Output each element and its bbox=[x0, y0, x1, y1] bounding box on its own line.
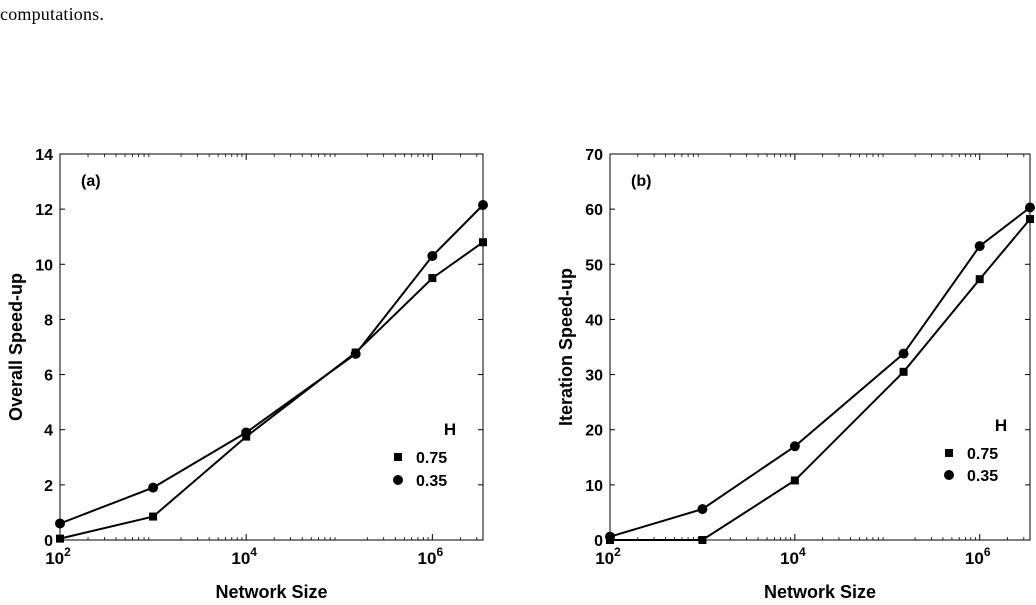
chart-a-legend-marker-square bbox=[394, 453, 402, 461]
chart-b-marker-circle bbox=[605, 531, 615, 542]
chart-a-marker-circle bbox=[148, 482, 159, 493]
chart-b-marker-square bbox=[899, 367, 908, 376]
chart-a-y-tick-label: 8 bbox=[44, 312, 53, 329]
chart-a-y-tick-label: 12 bbox=[35, 202, 53, 219]
chart-b-y-tick-label: 50 bbox=[585, 257, 603, 274]
chart-a-y-tick-label: 10 bbox=[35, 257, 53, 274]
chart-b-y-tick-label: 20 bbox=[585, 423, 603, 440]
chart-b-x-axis-label: Network Size bbox=[764, 582, 876, 602]
chart-a-y-tick-label: 2 bbox=[44, 478, 53, 495]
chart-b-panel-label: (b) bbox=[631, 173, 651, 190]
chart-a-marker-circle bbox=[55, 518, 65, 529]
chart-b-marker-circle bbox=[974, 241, 985, 252]
chart-b-legend-marker-square bbox=[945, 449, 953, 457]
chart-a-marker-circle bbox=[478, 200, 488, 211]
chart-a-legend-title: H bbox=[444, 420, 456, 439]
chart-a-marker-circle bbox=[350, 348, 361, 359]
chart-a-y-tick-label: 4 bbox=[44, 423, 53, 440]
chart-a-marker-circle bbox=[427, 251, 438, 262]
chart-b-y-axis-label: Iteration Speed-up bbox=[556, 268, 576, 426]
chart-b-marker-square bbox=[1026, 215, 1034, 224]
chart-a-marker-square bbox=[479, 238, 487, 247]
chart-b-x-tick-label: 102 bbox=[595, 545, 621, 568]
chart-b-y-tick-label: 60 bbox=[585, 202, 603, 219]
chart-a-series-line-0.35 bbox=[59, 204, 484, 525]
chart-b-plot-frame bbox=[609, 153, 1031, 541]
chart-a-x-axis-label: Network Size bbox=[215, 582, 327, 602]
chart-b-y-tick-label: 30 bbox=[585, 368, 603, 385]
chart-b-y-tick-label: 0 bbox=[594, 533, 603, 550]
chart-b-y-tick-label: 70 bbox=[585, 147, 603, 164]
chart-b-series-line-0.35 bbox=[609, 206, 1031, 538]
chart-panel-a: 0 2 4 6 8 10 12 14 102 104 106 Network Size Overall … bbox=[6, 147, 488, 602]
page-top-text: computations. bbox=[0, 4, 105, 24]
chart-b-legend-marker-circle bbox=[944, 470, 954, 480]
chart-b-marker-circle bbox=[1025, 202, 1035, 213]
chart-a-marker-square bbox=[428, 274, 437, 283]
chart-a-legend-label: 0.35 bbox=[416, 473, 447, 490]
chart-a-series-line-0.75 bbox=[59, 241, 484, 540]
chart-b-marker-square bbox=[698, 536, 707, 544]
chart-a-y-axis-label: Overall Speed-up bbox=[6, 273, 26, 421]
chart-b-y-tick-label: 10 bbox=[585, 478, 603, 495]
chart-a-legend-marker-circle bbox=[393, 475, 403, 485]
chart-a-legend-label: 0.75 bbox=[416, 450, 447, 467]
chart-a-plot-frame bbox=[59, 153, 484, 541]
chart-b-legend-label: 0.35 bbox=[967, 468, 998, 485]
chart-b-legend-title: H bbox=[995, 416, 1007, 435]
chart-b-y-tick-label: 40 bbox=[585, 312, 603, 329]
chart-a-y-tick-label: 6 bbox=[44, 368, 53, 385]
chart-b-legend-label: 0.75 bbox=[967, 446, 998, 463]
chart-b-x-tick-label: 106 bbox=[965, 545, 991, 568]
chart-a-marker-circle bbox=[241, 427, 252, 438]
chart-b-marker-circle bbox=[898, 348, 909, 359]
chart-b-marker-square bbox=[790, 476, 799, 485]
chart-b-marker-square bbox=[975, 275, 984, 284]
chart-a-x-tick-label: 106 bbox=[418, 545, 444, 568]
chart-a-x-tick-label: 102 bbox=[45, 545, 71, 568]
chart-a-marker-square bbox=[149, 512, 158, 521]
chart-b-marker-circle bbox=[789, 441, 800, 452]
chart-panel-b: 0 10 20 30 40 50 60 70 102 104 106 Network Size Iter… bbox=[556, 147, 1035, 602]
chart-b-x-tick-label: 104 bbox=[780, 545, 806, 568]
chart-a-y-tick-label: 14 bbox=[35, 147, 53, 164]
chart-b-marker-circle bbox=[697, 504, 708, 515]
chart-a-marker-square bbox=[56, 534, 64, 543]
chart-b-series-line-0.75 bbox=[610, 218, 1031, 541]
chart-a-x-tick-label: 104 bbox=[231, 545, 257, 568]
chart-a-panel-label: (a) bbox=[81, 173, 101, 190]
chart-a-y-tick-label: 0 bbox=[44, 533, 53, 550]
